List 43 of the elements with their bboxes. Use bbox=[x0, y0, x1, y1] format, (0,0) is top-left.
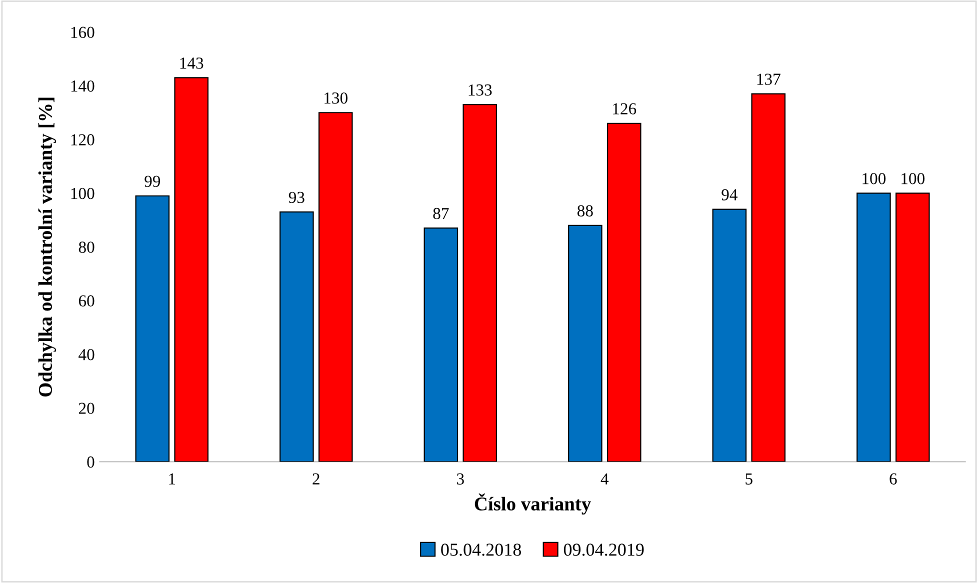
x-tick-label: 2 bbox=[312, 473, 320, 484]
data-label: 100 bbox=[902, 173, 924, 184]
data-label: 87 bbox=[433, 208, 449, 220]
legend-label: 09.04.2019 bbox=[564, 544, 644, 556]
data-label: 126 bbox=[613, 103, 636, 114]
data-label: 137 bbox=[757, 74, 780, 85]
legend-label: 05.04.2018 bbox=[441, 544, 521, 556]
y-tick-label: 40 bbox=[78, 349, 94, 360]
y-axis-title: Odchylka od kontrolní varianty [%] bbox=[38, 98, 56, 396]
y-tick-label: 140 bbox=[71, 80, 94, 92]
data-label: 133 bbox=[468, 84, 492, 96]
x-tick-label: 5 bbox=[746, 474, 752, 485]
y-tick-label: 100 bbox=[71, 188, 94, 200]
x-tick-label: 1 bbox=[169, 473, 176, 484]
y-tick-label: 80 bbox=[78, 242, 94, 253]
bar bbox=[606, 122, 642, 462]
y-tick-label: 60 bbox=[78, 295, 94, 307]
y-tick-label: 160 bbox=[71, 26, 94, 38]
data-label: 143 bbox=[180, 58, 204, 69]
bar bbox=[174, 77, 208, 462]
data-label: 88 bbox=[577, 205, 593, 216]
bar bbox=[462, 104, 498, 462]
y-tick-label: 20 bbox=[78, 402, 94, 414]
x-axis-title: Číslo varianty bbox=[474, 494, 591, 515]
bar bbox=[568, 224, 602, 462]
bar bbox=[318, 112, 353, 462]
bar bbox=[712, 208, 747, 462]
data-label: 94 bbox=[722, 189, 738, 200]
data-label: 130 bbox=[324, 92, 348, 104]
bar bbox=[895, 192, 930, 462]
x-tick-label: 4 bbox=[600, 473, 609, 484]
bar bbox=[135, 195, 170, 462]
bar bbox=[856, 192, 891, 462]
bar bbox=[424, 228, 458, 462]
bar bbox=[751, 93, 786, 462]
x-tick-label: 6 bbox=[890, 473, 897, 485]
y-tick-label: 0 bbox=[87, 456, 94, 468]
bar bbox=[280, 211, 314, 462]
data-label: 93 bbox=[288, 192, 304, 204]
x-tick-label: 3 bbox=[457, 473, 464, 485]
data-label: 99 bbox=[144, 176, 160, 187]
data-label: 100 bbox=[862, 173, 886, 184]
y-tick-label: 120 bbox=[71, 134, 94, 146]
